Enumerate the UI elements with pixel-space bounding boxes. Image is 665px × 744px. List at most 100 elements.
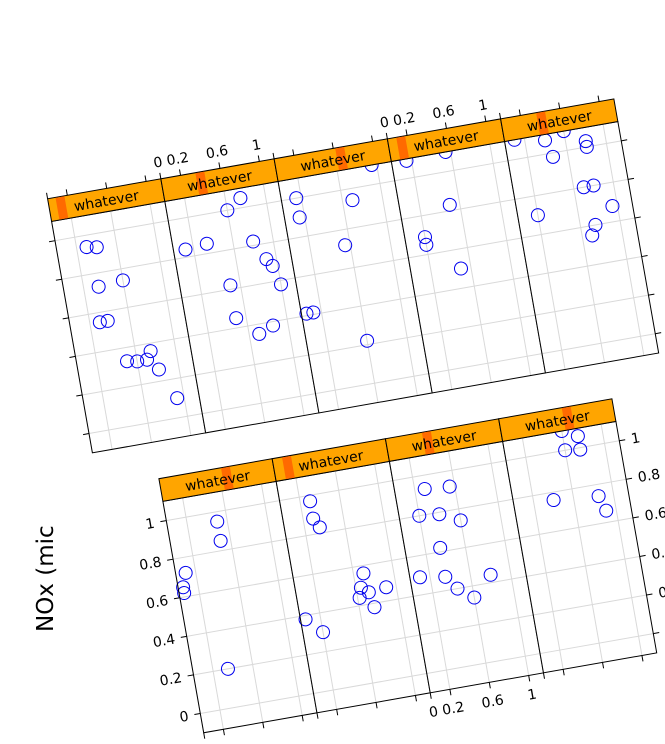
x-axis-bottom: 0 0.2 0.6 1 [428, 675, 538, 721]
data-point [546, 493, 561, 508]
x-tick [257, 155, 260, 162]
x-tick [405, 129, 408, 136]
x-tick-label: 0.2 [165, 150, 190, 170]
x-tick [484, 115, 487, 122]
data-point [578, 134, 593, 149]
panel: whatever [160, 158, 320, 434]
x-tick-label: 0 [379, 114, 391, 131]
panel: whatever [500, 98, 660, 374]
data-point [220, 203, 235, 218]
data-point [229, 311, 244, 326]
y-tick [62, 317, 69, 320]
data-point [143, 344, 158, 359]
x-tick [597, 95, 600, 102]
x-tick [222, 729, 225, 736]
x-tick [301, 715, 304, 722]
grid-line-horizontal [286, 518, 400, 540]
data-point [151, 362, 166, 377]
x-tick [385, 132, 388, 139]
x-tick [641, 655, 644, 662]
data-point [450, 581, 465, 596]
data-point [170, 391, 185, 406]
panel: whatever [386, 118, 546, 394]
data-point [298, 612, 313, 627]
y-tick [619, 439, 626, 442]
grid-line-horizontal [173, 538, 287, 560]
data-point [176, 580, 191, 595]
data-point [438, 569, 453, 584]
grid-line-horizontal [202, 393, 316, 415]
x-tick [331, 142, 334, 149]
grid-line-horizontal [541, 333, 656, 355]
panel-background [502, 421, 657, 673]
x-tick [602, 662, 605, 669]
data-point [588, 217, 603, 232]
y-tick-label: 0.4 [650, 544, 665, 564]
y-tick [632, 516, 639, 519]
strip-indicator [561, 406, 575, 430]
grid-line-horizontal [288, 218, 402, 240]
x-tick-label: 0.2 [441, 699, 466, 719]
data-point [417, 481, 432, 496]
grid-line-horizontal [174, 238, 289, 260]
grid-line-vertical [297, 177, 340, 410]
x-tick-label: 0.6 [205, 143, 230, 163]
grid-line-vertical [260, 483, 303, 716]
x-tick [499, 112, 502, 119]
grid-line-horizontal [179, 577, 294, 599]
x-tick-label: 1 [477, 97, 489, 114]
panel-background [51, 201, 206, 453]
x-tick [528, 675, 531, 682]
y-tick [626, 477, 633, 480]
x-ticks [272, 135, 374, 159]
grid-line-vertical [295, 477, 338, 710]
grid-line-horizontal [535, 294, 649, 316]
data-point [379, 580, 394, 595]
strip-indicator [221, 466, 234, 490]
grid-line-horizontal [88, 413, 203, 435]
data-point [573, 442, 588, 457]
grid-line-horizontal [68, 297, 182, 319]
x-tick [336, 709, 339, 716]
data-point [89, 240, 104, 255]
x-tick [316, 712, 319, 719]
grid-line-horizontal [181, 277, 296, 299]
y-tick [655, 332, 662, 335]
data-point [360, 333, 375, 348]
grid-line-vertical [561, 430, 604, 663]
grid-line-horizontal [521, 217, 635, 239]
data-point [303, 494, 318, 509]
y-tick-label: 0.2 [657, 582, 665, 602]
grid-line-horizontal [526, 555, 640, 577]
strip-indicator [195, 171, 209, 195]
grid-line-vertical [182, 497, 224, 730]
y-tick [173, 597, 180, 600]
grid-line-horizontal [75, 335, 189, 357]
y-tick-label: 0 [664, 623, 665, 640]
y-tick-label: 0 [178, 709, 190, 726]
panel: whatever [271, 438, 431, 714]
strip-indicator [282, 455, 295, 480]
grid-line-horizontal [415, 276, 529, 297]
x-ticks [542, 655, 644, 679]
data-point [453, 513, 468, 528]
grid-line-horizontal [528, 256, 642, 278]
data-point [259, 252, 274, 267]
x-tick [449, 689, 452, 696]
strip-background [498, 398, 617, 443]
data-point [345, 193, 360, 208]
y-tick [621, 139, 628, 142]
data-point [299, 306, 314, 321]
data-point [599, 503, 614, 518]
panel-background [389, 441, 544, 693]
grid-line-horizontal [401, 198, 515, 220]
grid-line-horizontal [428, 353, 543, 375]
grid-line-vertical [374, 463, 416, 696]
grid-line-horizontal [505, 440, 620, 462]
data-point [213, 533, 228, 548]
strip-background [500, 98, 619, 143]
data-point [178, 565, 193, 580]
grid-line-horizontal [308, 334, 423, 356]
grid-line-horizontal [295, 257, 409, 279]
grid-line-horizontal [392, 460, 507, 482]
